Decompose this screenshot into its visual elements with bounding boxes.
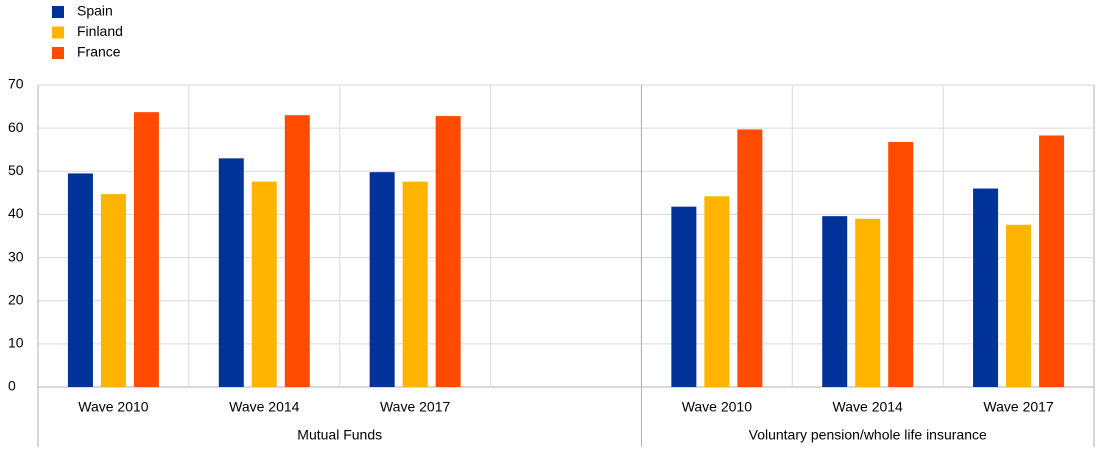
bar bbox=[822, 216, 848, 387]
group-label: Voluntary pension/whole life insurance bbox=[749, 427, 987, 443]
bar bbox=[251, 181, 277, 387]
bar bbox=[888, 141, 914, 387]
bar bbox=[737, 129, 763, 388]
x-tick-label: Wave 2010 bbox=[78, 399, 149, 415]
y-tick-label: 40 bbox=[8, 205, 24, 221]
bar bbox=[369, 172, 395, 387]
bar bbox=[1039, 135, 1065, 387]
bar bbox=[855, 218, 881, 387]
y-tick-label: 10 bbox=[8, 335, 24, 351]
bar bbox=[671, 206, 697, 387]
y-tick-label: 30 bbox=[8, 248, 24, 264]
bar bbox=[284, 115, 310, 387]
bar bbox=[1006, 224, 1032, 387]
legend-swatch bbox=[52, 47, 64, 59]
x-tick-label: Wave 2010 bbox=[682, 399, 753, 415]
bar bbox=[973, 188, 999, 387]
legend-label: France bbox=[77, 44, 121, 60]
legend-swatch bbox=[52, 26, 64, 39]
y-tick-label: 60 bbox=[8, 119, 24, 135]
bar bbox=[435, 116, 461, 387]
bar bbox=[218, 158, 244, 387]
group-label: Mutual Funds bbox=[297, 427, 382, 443]
y-tick-label: 0 bbox=[8, 378, 16, 394]
y-tick-label: 50 bbox=[8, 162, 24, 178]
legend-label: Spain bbox=[77, 3, 113, 19]
y-tick-label: 70 bbox=[8, 76, 24, 92]
bar bbox=[100, 194, 126, 387]
bar bbox=[402, 181, 428, 387]
legend-label: Finland bbox=[77, 23, 123, 39]
bar bbox=[133, 112, 159, 388]
x-tick-label: Wave 2017 bbox=[380, 399, 451, 415]
bar bbox=[67, 173, 93, 387]
x-tick-label: Wave 2014 bbox=[833, 399, 904, 415]
y-tick-label: 20 bbox=[8, 291, 24, 307]
legend-swatch bbox=[52, 6, 64, 18]
x-tick-label: Wave 2017 bbox=[983, 399, 1054, 415]
bar bbox=[704, 196, 730, 387]
x-tick-label: Wave 2014 bbox=[229, 399, 300, 415]
